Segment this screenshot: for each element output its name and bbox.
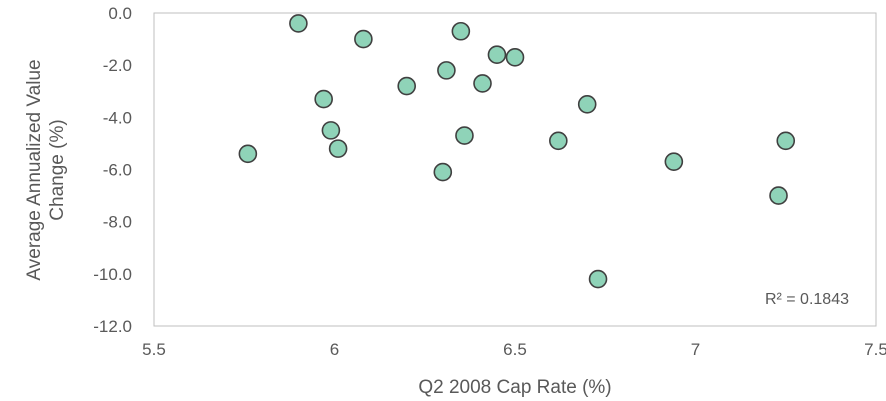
x-tick-label: 6: [330, 340, 339, 359]
x-tick-label: 6.5: [503, 340, 527, 359]
y-axis-title-line-2: Change (%): [47, 119, 68, 220]
y-tick-label: -4.0: [103, 108, 132, 127]
data-point: [289, 14, 308, 33]
x-tick-label: 7: [691, 340, 700, 359]
x-axis-title: Q2 2008 Cap Rate (%): [418, 377, 611, 398]
y-tick-label: -12.0: [93, 317, 132, 336]
y-axis-title: Average Annualized Value Change (%): [24, 59, 68, 280]
data-point: [487, 45, 507, 65]
data-point: [314, 89, 333, 109]
plot-area-border: [153, 12, 877, 327]
data-point: [577, 94, 597, 114]
data-point: [433, 162, 453, 182]
y-tick-label: -6.0: [103, 161, 132, 180]
data-point: [769, 186, 788, 205]
data-point: [451, 21, 471, 41]
data-points: [238, 14, 796, 289]
data-point: [455, 126, 474, 145]
x-axis-ticks: 5.5 6 6.5 7 7.5: [142, 340, 886, 359]
data-point: [505, 48, 525, 67]
y-tick-label: -10.0: [93, 265, 132, 284]
x-tick-label: 5.5: [142, 340, 166, 359]
y-tick-label: -2.0: [103, 56, 132, 75]
r-squared-annotation: R² = 0.1843: [765, 291, 849, 308]
data-point: [397, 76, 417, 96]
data-point: [321, 121, 341, 140]
y-tick-label: -8.0: [103, 213, 132, 232]
data-point: [549, 131, 568, 151]
data-point: [238, 144, 258, 164]
data-point: [437, 61, 456, 80]
data-point: [776, 131, 796, 151]
y-tick-label: 0.0: [108, 4, 132, 23]
y-axis-ticks: 0.0 -2.0 -4.0 -6.0 -8.0 -10.0 -12.0: [93, 4, 132, 336]
data-point: [664, 152, 684, 171]
y-axis-title-line-1: Average Annualized Value: [24, 59, 45, 280]
data-point: [328, 139, 348, 158]
data-point: [588, 269, 608, 289]
data-point: [354, 29, 373, 49]
x-tick-label: 7.5: [864, 340, 886, 359]
data-point: [473, 74, 492, 93]
